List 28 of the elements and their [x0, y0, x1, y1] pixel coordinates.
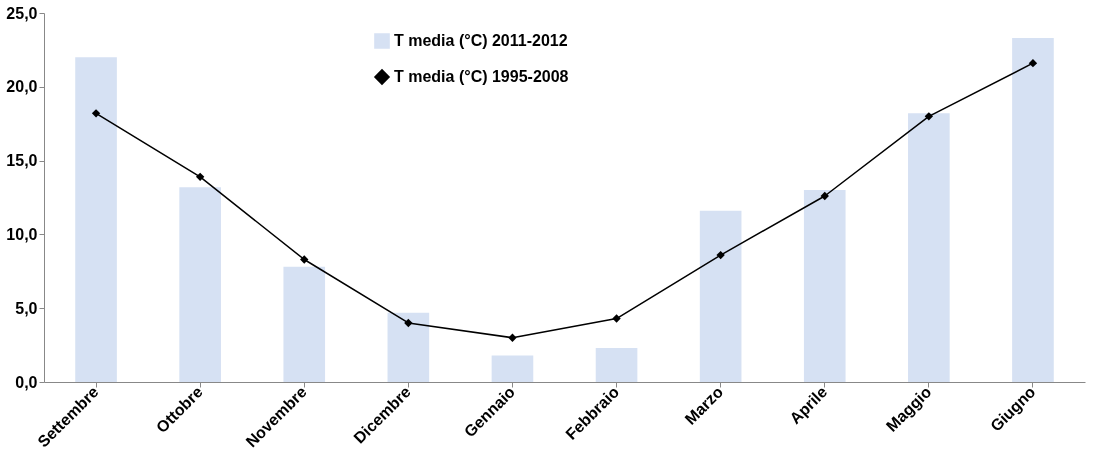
bar [595, 348, 638, 382]
point [91, 109, 101, 118]
point [404, 318, 413, 328]
y-tick-label: 10,0 [6, 225, 38, 243]
point [195, 172, 205, 182]
legend-label: T media (°C) 1995-2008 [394, 68, 569, 85]
y-tick-label: 25,0 [6, 4, 38, 22]
bar [387, 312, 430, 382]
point [508, 333, 517, 342]
y-tick-label: 0,0 [15, 373, 38, 391]
bar [179, 187, 221, 382]
bar [908, 113, 950, 382]
legend-label: T media (°C) 2011-2012 [394, 32, 568, 49]
y-tick-label: 20,0 [6, 78, 38, 96]
y-tick-label: 5,0 [15, 299, 38, 317]
point [612, 314, 621, 323]
point [716, 250, 725, 260]
y-tick-label: 15,0 [6, 152, 38, 170]
bar [699, 210, 742, 382]
bar [75, 57, 117, 382]
bar [803, 190, 846, 382]
point [924, 112, 934, 121]
bar [1012, 38, 1054, 382]
bar [491, 355, 534, 382]
point [1028, 59, 1038, 68]
point [300, 255, 309, 264]
bar [283, 266, 326, 382]
point [820, 191, 829, 201]
